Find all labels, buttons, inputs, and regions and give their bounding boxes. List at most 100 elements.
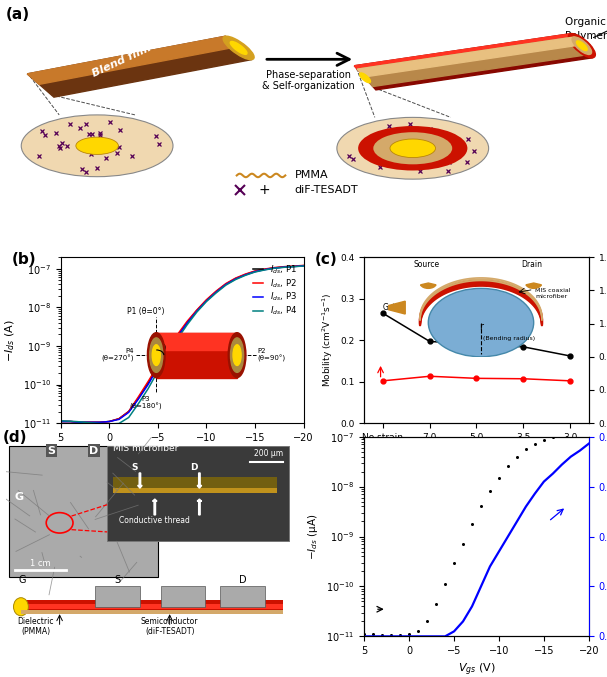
$I_{ds}$, P1	[174, 332, 181, 341]
$I_{ds}$, P1	[242, 271, 249, 279]
$I_{ds}$, P4	[242, 271, 249, 280]
Text: D: D	[89, 445, 98, 456]
FancyArrow shape	[152, 499, 157, 515]
$I_{ds}$, P4	[144, 385, 152, 393]
Text: Phase-separation
& Self-organization: Phase-separation & Self-organization	[262, 70, 354, 91]
Text: Polymer insulator: Polymer insulator	[565, 31, 607, 46]
$I_{ds}$, P2	[300, 261, 307, 269]
$I_{ds}$, P1	[232, 274, 239, 282]
$I_{ds}$, P3	[203, 297, 210, 305]
$I_{ds}$, P3	[115, 415, 123, 423]
Ellipse shape	[577, 41, 587, 51]
Bar	[21, 605, 283, 609]
Text: (b): (b)	[12, 253, 37, 267]
$I_{ds}$, P2	[57, 418, 64, 426]
Bar	[107, 445, 289, 541]
$I_{ds}$, P4	[174, 335, 181, 343]
Circle shape	[76, 137, 118, 154]
Circle shape	[373, 132, 452, 165]
$I_{ds}$, P1	[300, 261, 307, 269]
Line: $I_{ds}$, P2: $I_{ds}$, P2	[61, 265, 304, 422]
Bar	[113, 487, 277, 494]
Text: Blend film: Blend film	[90, 43, 152, 79]
$I_{ds}$, P4	[280, 263, 288, 271]
Bar	[21, 600, 283, 613]
$I_{ds}$, P4	[86, 419, 93, 427]
$I_{ds}$, P4	[135, 399, 142, 408]
$I_{ds}$, P2	[261, 265, 268, 273]
Ellipse shape	[230, 41, 247, 54]
$I_{ds}$, P2	[212, 287, 220, 295]
Text: 200 μm: 200 μm	[254, 449, 283, 458]
Line: $I_{ds}$, P3: $I_{ds}$, P3	[61, 266, 304, 422]
Ellipse shape	[572, 37, 592, 54]
$I_{ds}$, P1	[67, 418, 74, 426]
$I_{ds}$, P3	[300, 262, 307, 270]
Y-axis label: $- I_{ds}$ (μA): $- I_{ds}$ (μA)	[307, 513, 320, 560]
$I_{ds}$, P3	[76, 418, 84, 427]
Polygon shape	[354, 34, 592, 90]
$I_{ds}$, P3	[57, 418, 64, 426]
Polygon shape	[354, 34, 581, 77]
$I_{ds}$, P3	[212, 288, 220, 297]
$I_{ds}$, P4	[222, 281, 229, 289]
Polygon shape	[358, 37, 581, 77]
$I_{ds}$, P2	[96, 418, 103, 427]
Circle shape	[390, 139, 436, 158]
$I_{ds}$, P1	[164, 347, 171, 355]
$I_{ds}$, P4	[203, 297, 210, 305]
$I_{ds}$, P2	[174, 331, 181, 339]
$I_{ds}$, P2	[86, 418, 93, 427]
$I_{ds}$, P3	[135, 395, 142, 403]
Text: PMMA: PMMA	[294, 171, 328, 181]
Bar	[95, 586, 140, 607]
X-axis label: Bending radius (mm): Bending radius (mm)	[429, 447, 524, 456]
$I_{ds}$, P2	[76, 418, 84, 427]
$I_{ds}$, P2	[115, 415, 123, 423]
$I_{ds}$, P1	[96, 418, 103, 427]
$I_{ds}$, P3	[86, 418, 93, 427]
$I_{ds}$, P3	[106, 418, 113, 426]
$I_{ds}$, P4	[67, 417, 74, 425]
$I_{ds}$, P1	[154, 363, 161, 371]
Text: (d): (d)	[3, 430, 27, 445]
$I_{ds}$, P2	[144, 378, 152, 386]
Bar	[161, 586, 205, 607]
Text: Conductive thread: Conductive thread	[119, 516, 190, 525]
$I_{ds}$, P1	[183, 319, 191, 327]
$I_{ds}$, P1	[144, 379, 152, 387]
$I_{ds}$, P4	[212, 289, 220, 297]
Bar	[220, 586, 265, 607]
$I_{ds}$, P2	[271, 263, 278, 271]
$I_{ds}$, P4	[261, 266, 268, 274]
X-axis label: $V_{gs}$ (V): $V_{gs}$ (V)	[458, 661, 495, 677]
$I_{ds}$, P2	[106, 418, 113, 426]
Text: +: +	[258, 183, 270, 197]
$I_{ds}$, P4	[106, 420, 113, 428]
$I_{ds}$, P1	[135, 394, 142, 402]
$I_{ds}$, P3	[232, 275, 239, 283]
Text: Semiconductor
(diF-TESADT): Semiconductor (diF-TESADT)	[141, 617, 198, 636]
Y-axis label: Mobility (cm$^2$V$^{-1}$s$^{-1}$): Mobility (cm$^2$V$^{-1}$s$^{-1}$)	[320, 293, 334, 387]
$I_{ds}$, P3	[193, 307, 200, 315]
Polygon shape	[358, 37, 589, 87]
$I_{ds}$, P2	[125, 408, 132, 416]
$I_{ds}$, P4	[290, 263, 297, 271]
Text: Organic semiconductor: Organic semiconductor	[565, 17, 607, 38]
Ellipse shape	[360, 73, 370, 83]
Text: S: S	[48, 445, 56, 456]
$I_{ds}$, P1	[86, 418, 93, 427]
Circle shape	[337, 117, 489, 179]
FancyArrow shape	[197, 499, 202, 515]
Text: Dielectric
(PMMA): Dielectric (PMMA)	[18, 617, 54, 636]
$I_{ds}$, P4	[57, 417, 64, 425]
$I_{ds}$, P2	[193, 306, 200, 314]
$I_{ds}$, P1	[76, 418, 84, 427]
$I_{ds}$, P3	[174, 333, 181, 341]
$I_{ds}$, P4	[232, 276, 239, 284]
Text: 1 cm: 1 cm	[30, 559, 50, 568]
FancyArrow shape	[197, 473, 202, 488]
$I_{ds}$, P1	[125, 408, 132, 416]
$I_{ds}$, P2	[242, 270, 249, 278]
$I_{ds}$, P2	[280, 263, 288, 271]
